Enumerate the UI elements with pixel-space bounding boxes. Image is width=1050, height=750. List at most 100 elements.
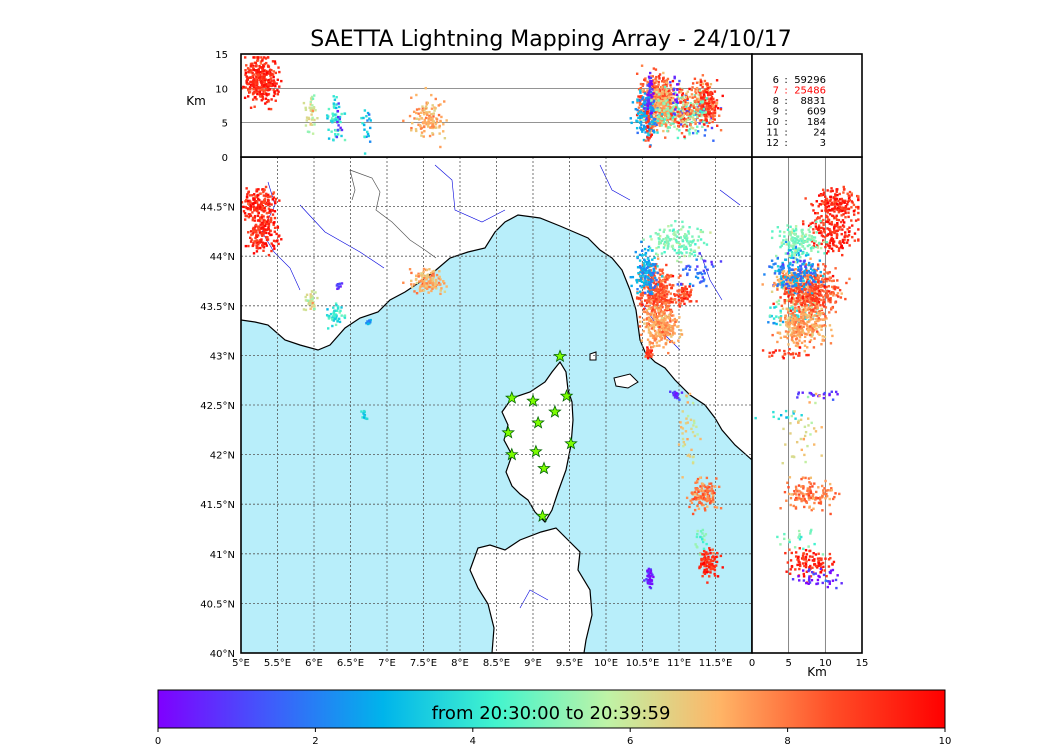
- map-source-point: [644, 251, 648, 255]
- map-source-point: [686, 414, 690, 418]
- top-source-point: [410, 126, 413, 130]
- side-source-point: [779, 283, 783, 286]
- side-source-point: [808, 311, 811, 314]
- map-source-point: [711, 548, 714, 551]
- top-source-point: [684, 101, 687, 104]
- top-source-point: [271, 82, 274, 85]
- map-source-point: [257, 211, 260, 215]
- top-source-point: [656, 131, 659, 134]
- top-source-point: [432, 115, 435, 118]
- map-source-point: [665, 307, 669, 311]
- top-source-point: [646, 126, 650, 129]
- map-source-point: [272, 223, 275, 226]
- map-source-point: [665, 295, 668, 299]
- map-source-point: [251, 202, 255, 206]
- top-source-point: [715, 124, 719, 127]
- side-source-point: [814, 306, 817, 310]
- map-source-point: [266, 236, 269, 239]
- map-source-point: [651, 275, 655, 279]
- side-source-point: [787, 321, 790, 325]
- map-source-point: [267, 222, 271, 226]
- map-source-point: [708, 547, 711, 550]
- map-source-point: [685, 265, 688, 268]
- map-source-point: [638, 315, 642, 319]
- map-source-point: [671, 391, 675, 395]
- map-source-point: [637, 296, 640, 300]
- top-source-point: [653, 106, 657, 109]
- map-source-point: [671, 319, 675, 322]
- map-source-point: [666, 338, 669, 342]
- top-source-point: [649, 112, 652, 115]
- side-source-point: [812, 244, 816, 248]
- top-source-point: [658, 114, 661, 118]
- map-source-point: [640, 339, 643, 342]
- side-source-point: [808, 288, 811, 292]
- side-source-point: [806, 333, 809, 336]
- top-source-point: [686, 107, 689, 110]
- map-source-point: [235, 198, 237, 200]
- map-source-point: [697, 497, 700, 501]
- top-source-point: [277, 66, 280, 69]
- top-source-point: [642, 108, 645, 111]
- top-source-point: [657, 99, 660, 102]
- side-source-point: [825, 207, 828, 210]
- top-source-point: [252, 56, 255, 59]
- top-source-point: [428, 117, 432, 120]
- top-source-point: [700, 91, 703, 94]
- top-source-point: [642, 115, 646, 119]
- side-source-point: [824, 214, 828, 218]
- top-source-point: [270, 79, 273, 83]
- map-source-point: [261, 231, 265, 235]
- side-source-point: [800, 305, 804, 308]
- top-source-point: [654, 68, 658, 71]
- top-source-point: [653, 86, 656, 90]
- map-source-point: [669, 311, 672, 314]
- top-source-point: [661, 96, 664, 99]
- map-source-point: [339, 309, 342, 313]
- top-source-point: [674, 115, 677, 118]
- top-source-point: [698, 122, 701, 125]
- side-source-point: [847, 234, 851, 237]
- map-source-point: [267, 203, 271, 206]
- side-source-point: [832, 279, 835, 282]
- top-source-point: [647, 82, 651, 86]
- side-source-point: [773, 281, 776, 285]
- side-source-point: [789, 312, 792, 316]
- side-source-point: [806, 276, 810, 279]
- map-source-point: [664, 343, 668, 346]
- top-source-point: [683, 136, 687, 140]
- map-source-point: [652, 267, 655, 270]
- map-source-point: [713, 572, 716, 576]
- side-source-point: [834, 301, 837, 304]
- map-source-point: [660, 305, 664, 309]
- map-source-point: [662, 346, 665, 349]
- map-source-point: [710, 566, 714, 569]
- map-source-point: [662, 310, 666, 314]
- side-source-point: [823, 203, 827, 207]
- map-source-point: [304, 295, 307, 299]
- top-source-point: [715, 79, 719, 82]
- map-source-point: [703, 572, 707, 575]
- side-source-point: [822, 218, 825, 222]
- map-source-point: [427, 291, 430, 294]
- map-source-point: [636, 255, 639, 259]
- map-source-point: [652, 575, 655, 579]
- top-source-point: [264, 97, 268, 100]
- top-source-point: [428, 114, 431, 118]
- map-source-point: [654, 267, 657, 270]
- map-source-point: [254, 236, 257, 240]
- map-source-point: [655, 297, 658, 301]
- top-source-point: [661, 84, 665, 87]
- top-source-point: [675, 127, 679, 131]
- map-source-point: [663, 297, 666, 301]
- map-source-point: [648, 343, 652, 346]
- top-source-point: [647, 139, 650, 142]
- side-source-point: [806, 295, 809, 298]
- top-source-point: [693, 118, 697, 122]
- map-source-point: [272, 196, 276, 199]
- map-source-point: [668, 283, 671, 286]
- top-source-point: [649, 102, 652, 105]
- side-source-point: [811, 331, 814, 334]
- map-source-point: [706, 581, 709, 584]
- side-source-point: [816, 263, 820, 266]
